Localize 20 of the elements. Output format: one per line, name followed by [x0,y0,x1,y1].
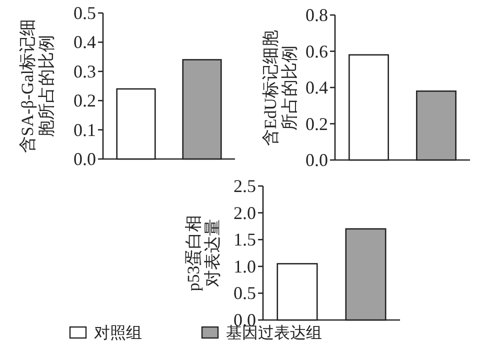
y-tick-label: 0.2 [74,90,96,111]
y-tick-label: 2.5 [234,176,256,196]
y-tick-label: 0.2 [306,114,328,134]
y-tick-label: 0.3 [74,61,96,82]
legend-label: 对照组 [94,324,142,342]
y-tick-label: 0.5 [234,283,256,304]
y-tick-label: 2.0 [234,202,256,223]
y-tick-label: 1.5 [234,230,256,250]
y-tick-label: 0.0 [74,149,96,169]
y-tick-label: 0.4 [74,32,96,52]
y-tick-label: 0.5 [74,3,96,23]
y-tick-label: 0.4 [306,78,328,98]
y-axis-title: 含SA-β-Gal标记细胞所占的比例 [18,18,56,154]
y-axis-title: 含EdU标记细胞所占的比例 [261,28,299,146]
y-axis-title: p53蛋白相对表达量 [184,214,222,294]
y-tick-label: 0.6 [306,41,328,62]
y-tick-label: 0.1 [74,120,96,140]
y-tick-label: 0.8 [306,5,328,25]
y-tick-label: 1.0 [234,256,256,276]
y-tick-label: 0.0 [306,150,328,170]
